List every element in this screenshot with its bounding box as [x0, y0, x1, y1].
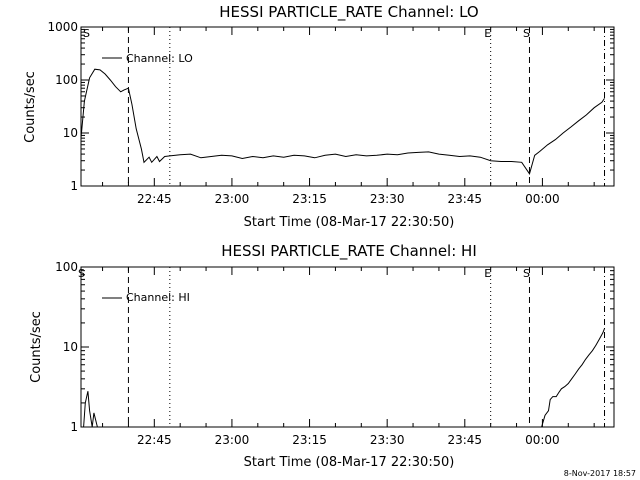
- x-axis-label-lo: Start Time (08-Mar-17 22:30:50): [244, 215, 455, 230]
- chart-title-hi: HESSI PARTICLE_RATE Channel: HI: [221, 242, 477, 261]
- x-tick-label: 23:45: [447, 433, 482, 447]
- x-tick-label: 23:45: [447, 192, 482, 206]
- series-line: [83, 328, 605, 428]
- event-marker-label: S: [83, 27, 90, 40]
- chart-title-lo: HESSI PARTICLE_RATE Channel: LO: [219, 3, 478, 22]
- panel-hi: HESSI PARTICLE_RATE Channel: HI Start Ti…: [29, 242, 615, 470]
- y-axis-label-hi: Counts/sec: [29, 311, 44, 383]
- y-tick-label: 1000: [47, 20, 78, 34]
- plot-frame: [80, 26, 615, 187]
- y-tick-label: 1: [70, 420, 78, 434]
- x-tick-label: 23:00: [215, 433, 250, 447]
- legend-entry-lo: Channel: LO: [126, 52, 193, 65]
- y-tick-label: 100: [55, 73, 78, 87]
- x-tick-label: 00:00: [525, 433, 560, 447]
- event-marker-label: E: [484, 267, 491, 280]
- timestamp: 8-Nov-2017 18:57: [564, 469, 636, 478]
- panel-lo: HESSI PARTICLE_RATE Channel: LO Start Ti…: [23, 3, 615, 230]
- y-tick-label: 100: [55, 260, 78, 274]
- x-tick-label: 00:00: [525, 192, 560, 206]
- event-marker-label: S: [523, 267, 530, 280]
- y-tick-label: 1: [70, 179, 78, 193]
- y-tick-label: 10: [63, 126, 78, 140]
- x-tick-label: 23:15: [292, 192, 327, 206]
- event-marker-label: S: [523, 27, 530, 40]
- x-tick-label: 23:30: [370, 433, 405, 447]
- y-tick-label: 10: [63, 340, 78, 354]
- x-axis-label-hi: Start Time (08-Mar-17 22:30:50): [244, 455, 455, 470]
- event-marker-label: E: [484, 27, 491, 40]
- y-axis-label-lo: Counts/sec: [23, 71, 38, 143]
- x-tick-label: 22:45: [137, 433, 172, 447]
- x-tick-label: 23:00: [215, 192, 250, 206]
- legend-entry-hi: Channel: HI: [126, 291, 190, 304]
- x-tick-label: 23:15: [292, 433, 327, 447]
- series-line: [80, 68, 605, 175]
- x-tick-label: 22:45: [137, 192, 172, 206]
- event-marker-label: S: [78, 267, 85, 280]
- x-tick-label: 23:30: [370, 192, 405, 206]
